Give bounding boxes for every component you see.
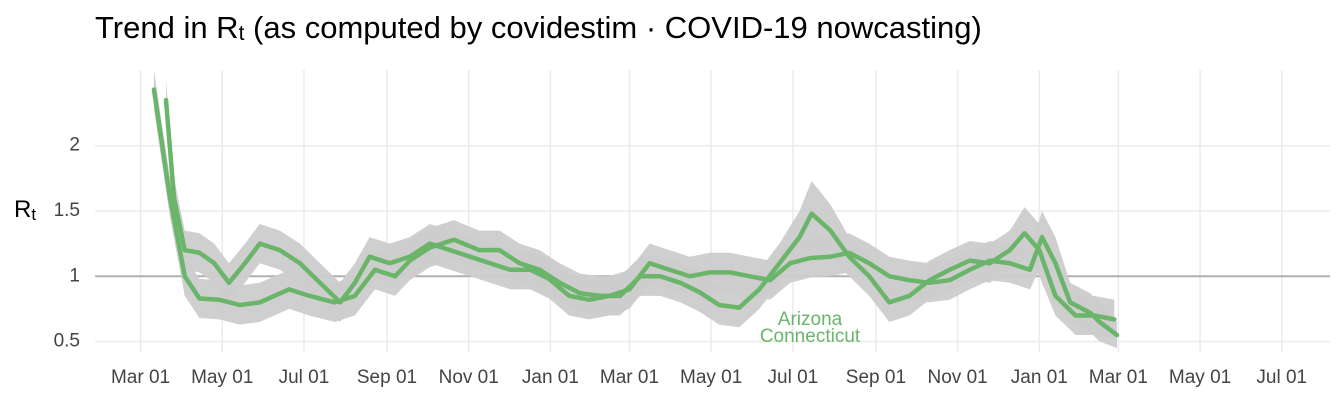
confidence-band xyxy=(165,80,1118,349)
x-tick-label: Jan 01 xyxy=(522,367,579,388)
x-tick-label: May 01 xyxy=(680,367,742,388)
bands xyxy=(153,70,1118,349)
y-tick-label: 1.5 xyxy=(54,200,80,221)
title-subscript: t xyxy=(239,22,245,45)
x-tick-label: Jan 01 xyxy=(1011,367,1068,388)
title-part: Trend in R xyxy=(95,10,239,45)
x-tick-label: Sep 01 xyxy=(357,367,417,388)
series-line xyxy=(151,87,1117,322)
series-label: Connecticut xyxy=(760,326,861,347)
x-tick-label: Jul 01 xyxy=(1256,367,1307,388)
x-tick-label: Nov 01 xyxy=(928,367,988,388)
x-tick-label: Nov 01 xyxy=(439,367,499,388)
x-tick-label: May 01 xyxy=(191,367,253,388)
labels: 0.5 1 1.5 2 Mar 01 May 01 Jul 01 Sep 01 Nov 01 Ja… xyxy=(54,135,1308,388)
x-tick-label: Mar 01 xyxy=(1089,367,1148,388)
y-tick-label: 2 xyxy=(69,135,80,156)
y-label-subscript: t xyxy=(31,205,36,224)
x-tick-label: Jul 01 xyxy=(768,367,819,388)
title-part: (as computed by covidestim · COVID-19 no… xyxy=(244,10,981,45)
x-tick-label: Mar 01 xyxy=(600,367,659,388)
y-tick-label: 0.5 xyxy=(54,331,80,352)
y-label-part: R xyxy=(14,196,31,223)
chart-title: Trend in Rt (as computed by covidestim ·… xyxy=(95,10,982,45)
x-tick-label: Sep 01 xyxy=(846,367,906,388)
y-tick-label: 1 xyxy=(69,265,80,286)
series-line xyxy=(163,97,1120,338)
series-label: Arizona xyxy=(778,309,843,330)
lines xyxy=(151,87,1120,338)
x-tick-label: Jul 01 xyxy=(279,367,330,388)
y-axis-label: Rt xyxy=(14,196,36,223)
x-tick-label: May 01 xyxy=(1169,367,1231,388)
x-tick-label: Mar 01 xyxy=(111,367,170,388)
